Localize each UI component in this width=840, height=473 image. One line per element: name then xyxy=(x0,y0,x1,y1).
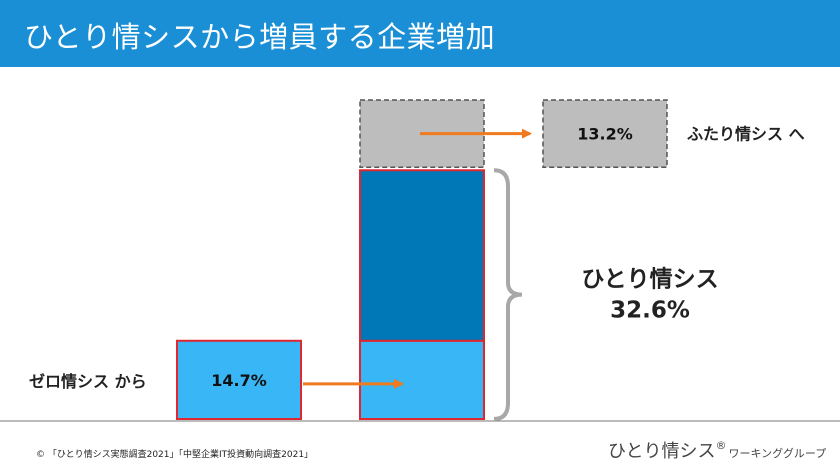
brace xyxy=(493,168,523,421)
source-note: © 「ひとり情シス実態調査2021」「中堅企業IT投資動向調査2021」 xyxy=(36,450,314,460)
bar-segment-right-1 xyxy=(359,169,485,342)
bar-segment-left-0 xyxy=(176,339,302,421)
bar-segment-right-0 xyxy=(359,339,485,421)
data-label-zero: 14.7% xyxy=(211,371,267,390)
side-label-title: ひとり情シス xyxy=(581,267,718,293)
header-bar: ひとり情シスから増員する企業増加 xyxy=(0,0,840,67)
logo-mark: ® xyxy=(715,439,727,452)
page-title: ひとり情シスから増員する企業増加 xyxy=(24,20,496,54)
logo-main: ひとり情シス xyxy=(608,441,716,462)
futari-label: ふたり情シス へ xyxy=(687,125,805,144)
side-label-value: 32.6% xyxy=(610,298,690,324)
futari-box xyxy=(542,99,668,169)
futari-value-label: 13.2% xyxy=(577,125,633,144)
logo-sub: ワーキンググループ xyxy=(728,447,827,460)
logo: ひとり情シス®ワーキンググループ xyxy=(608,437,826,463)
zero-label: ゼロ情シス から xyxy=(29,372,147,391)
